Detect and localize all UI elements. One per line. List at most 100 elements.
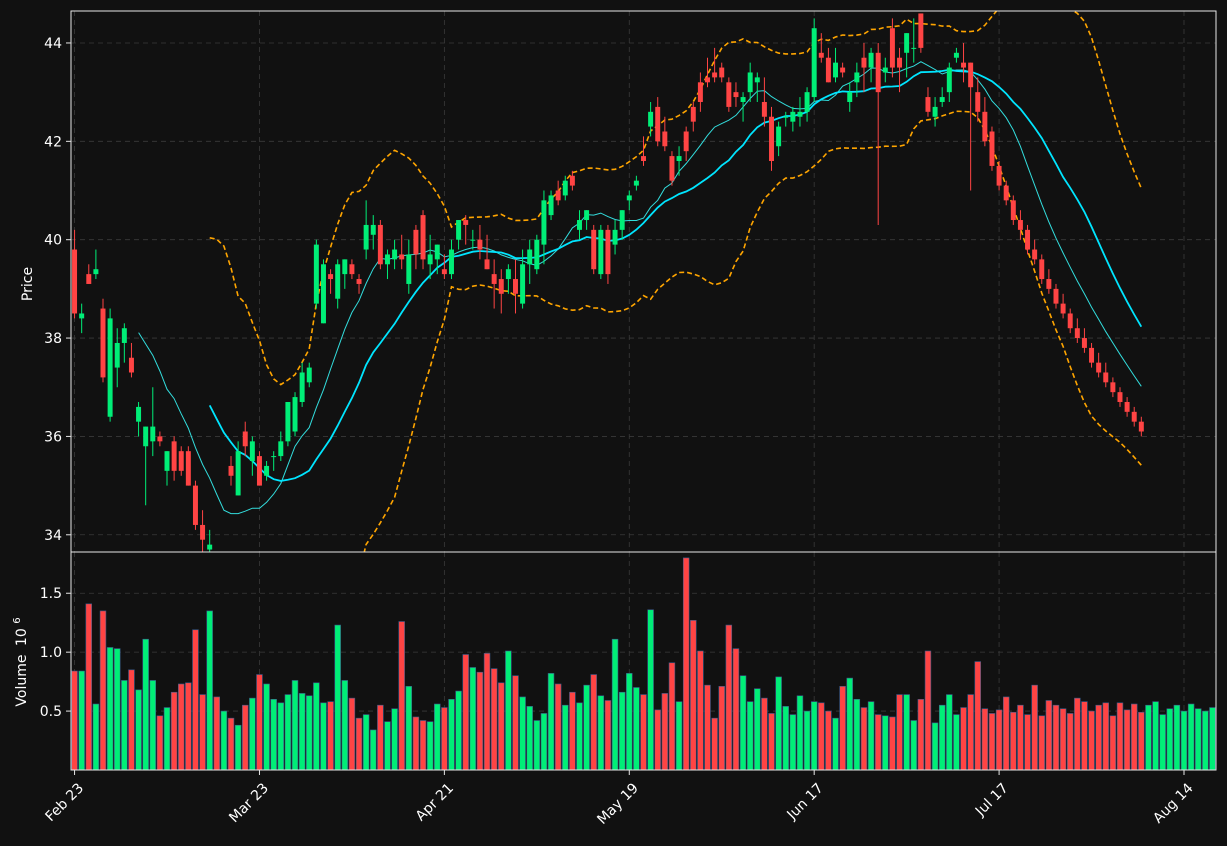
candle-body — [747, 72, 753, 93]
candle-body — [1074, 328, 1080, 339]
candle — [320, 259, 326, 324]
candle-body — [470, 239, 476, 241]
candle-body — [797, 111, 803, 117]
volume-bar — [519, 696, 526, 770]
candle — [548, 190, 554, 221]
candle — [619, 210, 625, 240]
candle — [420, 210, 426, 270]
candle-body — [200, 524, 206, 540]
candle — [769, 106, 775, 171]
candle — [1060, 293, 1066, 319]
candle-body — [769, 116, 775, 162]
volume-bar — [1123, 709, 1131, 770]
candle — [271, 451, 277, 471]
candle — [86, 264, 92, 284]
volume-axis-label: Volume 10 6 — [12, 617, 30, 706]
volume-bar — [362, 714, 370, 770]
candle — [676, 146, 682, 176]
candle-body — [1067, 313, 1073, 329]
volume-bar — [946, 694, 953, 770]
candle — [946, 62, 952, 102]
volume-bar — [562, 704, 569, 770]
candle-body — [1117, 392, 1123, 402]
candle — [207, 529, 213, 552]
candle — [797, 97, 803, 127]
candle — [505, 264, 511, 294]
volume-bar — [306, 695, 313, 770]
volume-bar — [92, 703, 100, 770]
candle — [1081, 328, 1087, 353]
candle — [854, 62, 860, 98]
candle-body — [605, 229, 611, 275]
candle — [107, 308, 113, 422]
candle-body — [356, 279, 362, 284]
candle — [306, 362, 312, 388]
candle-body — [911, 47, 917, 49]
candle-body — [1025, 229, 1031, 250]
candle — [996, 161, 1002, 191]
candle-body — [150, 426, 156, 442]
volume-bar — [953, 714, 960, 770]
volume-bar — [1102, 702, 1109, 770]
candle — [128, 342, 134, 378]
candle-body — [939, 97, 945, 102]
candle-body — [512, 279, 518, 294]
candle-body — [726, 82, 732, 107]
volume-bar — [377, 704, 384, 770]
volume-bars — [71, 557, 1216, 770]
candle — [242, 421, 248, 457]
candle — [1096, 352, 1102, 378]
candle — [868, 47, 874, 83]
candle — [93, 249, 99, 280]
candle — [761, 77, 767, 127]
volume-bar — [156, 715, 164, 770]
candle — [143, 426, 149, 506]
candle-body — [534, 239, 540, 270]
volume-bar — [121, 680, 128, 770]
candle-body — [491, 274, 497, 284]
volume-bar — [917, 698, 925, 770]
candle-body — [328, 274, 334, 280]
candle — [683, 126, 689, 162]
candle — [1067, 308, 1073, 334]
candle-body — [719, 67, 725, 78]
candle-body — [313, 244, 319, 304]
candle-body — [335, 264, 341, 299]
candle-body — [861, 57, 867, 68]
volume-bar — [533, 720, 541, 770]
bollinger-upper-band — [209, 11, 1143, 386]
volume-bar — [490, 668, 498, 770]
candle-body — [641, 156, 646, 162]
candle-body — [107, 318, 113, 417]
candle — [534, 234, 540, 275]
candle — [690, 101, 696, 132]
volume-bar — [1202, 710, 1209, 770]
candle-body — [527, 249, 533, 265]
candle — [463, 215, 469, 245]
volume-bar — [234, 724, 242, 770]
candle-body — [1032, 249, 1038, 260]
volume-bar — [810, 701, 818, 770]
candle-body — [683, 131, 689, 152]
price-y-tick-label: 38 — [44, 331, 62, 347]
volume-bar — [334, 624, 341, 770]
volume-bar — [1195, 708, 1202, 770]
candle-body — [72, 249, 78, 314]
volume-bar — [327, 701, 334, 770]
price-candles — [72, 13, 1144, 552]
volume-bar — [1095, 704, 1102, 770]
volume-bar — [1074, 697, 1081, 770]
candle — [847, 82, 853, 112]
candle — [384, 249, 390, 280]
candle-body — [456, 220, 462, 240]
volume-bar — [242, 704, 249, 770]
volume-bar — [1187, 703, 1195, 770]
candle — [200, 510, 206, 552]
candle-body — [420, 215, 426, 260]
volume-bar — [967, 694, 974, 770]
volume-bar — [867, 701, 875, 770]
candle-body — [811, 28, 817, 98]
volume-bar — [611, 638, 619, 770]
candle-body — [377, 224, 383, 265]
